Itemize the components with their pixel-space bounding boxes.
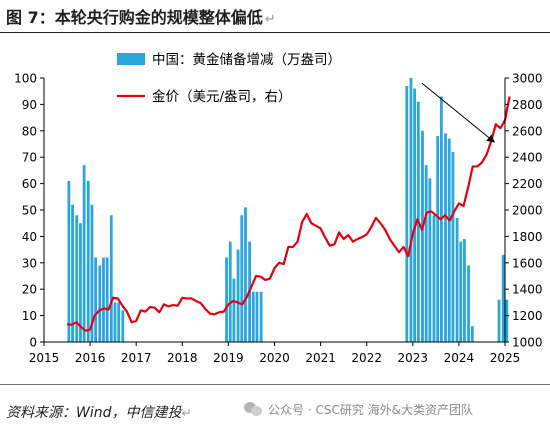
gold-price-line [66, 96, 511, 332]
bar [232, 278, 236, 342]
y-left-tick-label: 90 [22, 98, 37, 112]
watermark-text: 公众号 · CSC研究 海外&大类资产团队 [268, 403, 473, 417]
source-text: 资料来源：Wind，中信建投 [6, 405, 182, 421]
bar [421, 130, 424, 342]
x-tick-label: 2018 [167, 351, 198, 365]
bar [102, 257, 105, 342]
source-rule [0, 384, 550, 385]
source-note: 资料来源：Wind，中信建投↵ [6, 402, 192, 422]
return-mark-icon: ↵ [181, 406, 192, 420]
bar [505, 299, 509, 342]
bar [447, 138, 451, 342]
legend-bar-label: 中国：黄金储备增减（万盎司） [152, 51, 341, 68]
bar [455, 217, 459, 342]
bar [428, 178, 432, 342]
bar [501, 254, 505, 342]
bar [409, 78, 413, 342]
bar [75, 215, 79, 342]
x-tick-label: 2022 [351, 351, 382, 365]
bar [432, 215, 436, 342]
y-left-tick-label: 70 [22, 151, 37, 165]
figure-title-text: 图 7：本轮央行购金的规模整体偏低 [6, 8, 263, 27]
x-tick-label: 2017 [121, 351, 152, 365]
bar [82, 165, 86, 342]
bar [416, 101, 420, 342]
title-rule [0, 32, 550, 33]
bar [105, 257, 109, 342]
y-left-tick-label: 10 [22, 309, 37, 323]
x-tick-label: 2025 [490, 351, 521, 365]
y-right-tick-label: 1600 [512, 256, 543, 270]
bar [228, 241, 232, 342]
y-right-tick-label: 2800 [512, 98, 543, 112]
return-mark-icon: ↵ [264, 12, 276, 27]
bar [117, 302, 121, 342]
x-tick-label: 2024 [444, 351, 475, 365]
bar [86, 180, 90, 342]
bar [236, 249, 240, 342]
legend-line-label: 金价（美元/盎司，右） [152, 89, 292, 105]
x-tick-label: 2015 [29, 351, 60, 365]
bar [444, 133, 447, 342]
x-tick-label: 2016 [75, 351, 106, 365]
y-left-tick-label: 40 [22, 230, 37, 244]
y-right-tick-label: 1200 [512, 309, 543, 323]
bar [463, 239, 466, 342]
bar [240, 215, 244, 342]
x-tick-label: 2021 [305, 351, 336, 365]
y-right-tick-label: 2400 [512, 151, 543, 165]
bar [255, 291, 259, 342]
bar [79, 223, 82, 342]
bar [94, 257, 98, 342]
bar [90, 204, 94, 342]
bar [467, 265, 470, 342]
figure-title: 图 7：本轮央行购金的规模整体偏低 ↵ [6, 4, 276, 28]
bar [436, 136, 440, 342]
y-right-tick-label: 1400 [512, 283, 543, 297]
bar [424, 165, 428, 342]
trend-arrow [421, 82, 496, 143]
y-right-tick-label: 1000 [512, 336, 543, 350]
wechat-icon [244, 402, 264, 416]
bar [459, 241, 463, 342]
y-left-tick-label: 80 [22, 124, 37, 138]
bar [413, 88, 417, 342]
bar [451, 151, 455, 342]
bar [251, 291, 255, 342]
y-left-tick-label: 0 [29, 336, 37, 350]
legend-bar-swatch [117, 53, 145, 65]
bar [439, 96, 443, 342]
y-right-tick-label: 2000 [512, 204, 543, 218]
y-right-tick-label: 1800 [512, 230, 543, 244]
y-left-tick-label: 50 [22, 204, 37, 218]
bar [497, 299, 501, 342]
bar [109, 215, 113, 342]
bar [71, 204, 74, 342]
y-right-tick-label: 2600 [512, 124, 543, 138]
bar [248, 241, 252, 342]
bar [244, 207, 247, 342]
y-left-tick-label: 100 [14, 72, 37, 86]
bar [121, 310, 125, 342]
x-tick-label: 2020 [259, 351, 290, 365]
bar [470, 326, 474, 342]
bar [98, 265, 102, 342]
bar [405, 85, 409, 343]
x-tick-label: 2019 [213, 351, 244, 365]
bar [67, 180, 71, 342]
y-left-tick-label: 30 [22, 256, 37, 270]
y-right-tick-label: 3000 [512, 72, 543, 86]
y-left-tick-label: 60 [22, 177, 37, 191]
bar [113, 302, 117, 342]
y-right-tick-label: 2200 [512, 177, 543, 191]
x-tick-label: 2023 [398, 351, 429, 365]
watermark: 公众号 · CSC研究 海外&大类资产团队 [244, 401, 473, 418]
bar [225, 257, 228, 342]
bar [259, 291, 263, 342]
y-left-tick-label: 20 [22, 283, 37, 297]
